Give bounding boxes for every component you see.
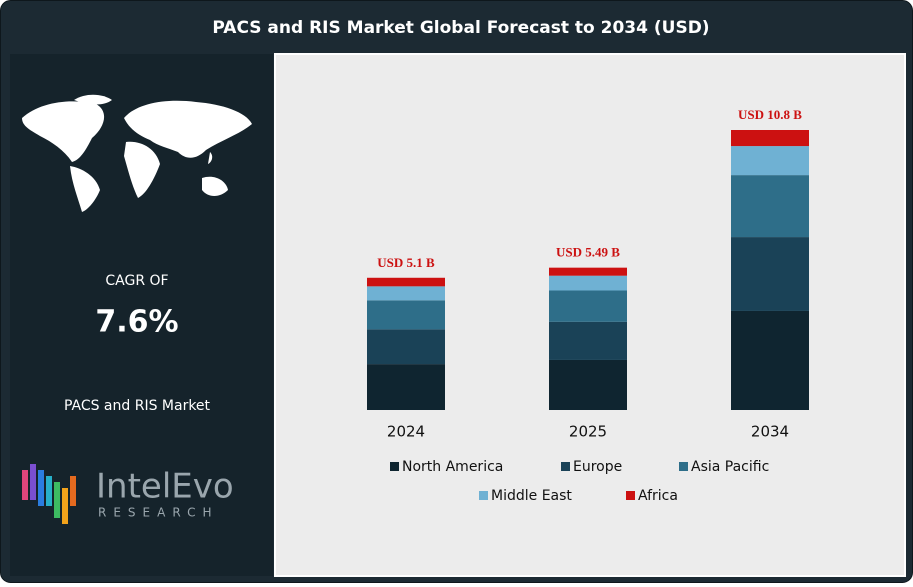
- world-map: [22, 94, 252, 212]
- total-label: USD 5.1 B: [377, 255, 435, 270]
- bar-segment: [731, 310, 809, 410]
- legend-label: North America: [402, 459, 503, 475]
- bar-segment: [367, 300, 445, 330]
- bar-segment: [549, 267, 627, 276]
- bar-segment: [367, 286, 445, 301]
- cagr-value: 7.6%: [95, 305, 178, 340]
- bar-segment: [367, 329, 445, 365]
- market-name: PACS and RIS Market: [64, 398, 211, 414]
- x-tick-label: 2034: [751, 423, 789, 441]
- x-tick-label: 2024: [387, 423, 425, 441]
- legend-swatch: [479, 491, 488, 500]
- total-label: USD 10.8 B: [738, 107, 802, 122]
- legend-label: Europe: [573, 459, 622, 475]
- bar-segment: [367, 364, 445, 410]
- bar-segment: [731, 146, 809, 176]
- legend-swatch: [561, 462, 570, 471]
- chart-title: PACS and RIS Market Global Forecast to 2…: [212, 18, 709, 38]
- legend-label: Africa: [638, 488, 678, 504]
- logo-tagline: RESEARCH: [98, 506, 218, 520]
- legend-swatch: [390, 462, 399, 471]
- legend-label: Asia Pacific: [691, 459, 769, 475]
- bar-segment: [367, 277, 445, 287]
- bar-segment: [549, 275, 627, 291]
- x-tick-label: 2025: [569, 423, 607, 441]
- bar-segment: [731, 237, 809, 311]
- legend-label: Middle East: [491, 488, 572, 504]
- bar-segment: [549, 359, 627, 410]
- bar-segment: [549, 321, 627, 360]
- bar-segment: [549, 290, 627, 322]
- legend-swatch: [626, 491, 635, 500]
- total-label: USD 5.49 B: [556, 245, 620, 260]
- bar-segment: [731, 175, 809, 238]
- bar-segment: [731, 130, 809, 147]
- logo-name: IntelEvo: [96, 467, 234, 507]
- legend-swatch: [679, 462, 688, 471]
- cagr-label: CAGR OF: [105, 273, 168, 289]
- logo-icon: [22, 464, 76, 524]
